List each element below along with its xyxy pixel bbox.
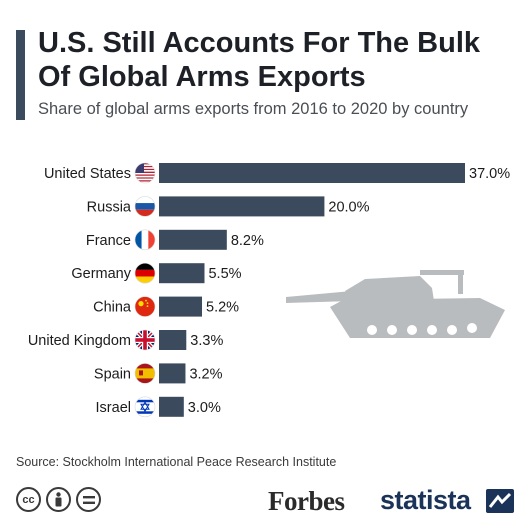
value-label: 20.0% <box>328 199 369 215</box>
value-label: 3.2% <box>189 366 222 382</box>
footer: cc Forbes statista <box>0 482 529 522</box>
bar-row-russia: Russia 20.0% <box>87 196 370 217</box>
bar-row-united-states: United States 37.0% <box>44 162 510 184</box>
uk-flag-icon <box>134 329 156 351</box>
tank-illustration <box>286 270 505 338</box>
us-flag-icon <box>134 162 156 184</box>
category-label: France <box>86 233 131 249</box>
value-label: 8.2% <box>231 233 264 249</box>
bar-row-spain: Spain 3.2% <box>94 363 223 384</box>
category-label: United States <box>44 166 131 182</box>
category-label: United Kingdom <box>28 333 131 349</box>
bar-row-germany: Germany 5.5% <box>71 262 242 284</box>
forbes-logo[interactable]: Forbes <box>268 486 345 516</box>
bar-row-france: France 8.2% <box>86 229 264 251</box>
bar <box>159 296 203 317</box>
bar-row-united-kingdom: United Kingdom 3.3% <box>28 329 223 351</box>
statista-mark-icon <box>486 489 514 513</box>
france-flag-icon <box>134 229 156 251</box>
source-note: Source: Stockholm International Peace Re… <box>16 455 337 469</box>
value-label: 5.2% <box>206 300 239 316</box>
bar <box>159 263 205 284</box>
chart-subtitle: Share of global arms exports from 2016 t… <box>38 100 469 118</box>
value-label: 5.5% <box>208 266 241 282</box>
china-flag-icon <box>134 296 156 317</box>
spain-flag-icon <box>134 363 156 384</box>
russia-flag-icon <box>134 196 156 217</box>
bar <box>159 363 186 384</box>
category-label: Germany <box>71 266 131 282</box>
license-icons: cc <box>16 487 101 512</box>
bar <box>159 196 325 217</box>
bar <box>159 330 187 350</box>
value-label: 37.0% <box>469 166 510 182</box>
title-accent-bar <box>16 30 25 120</box>
germany-flag-icon <box>134 262 156 284</box>
category-label: Israel <box>96 400 131 416</box>
category-label: Russia <box>87 199 132 215</box>
bar-row-china: China 5.2% <box>93 296 239 317</box>
bar <box>159 229 227 250</box>
value-label: 3.3% <box>190 333 223 349</box>
bar-row-israel: Israel 3.0% <box>96 396 221 418</box>
israel-flag-icon <box>134 396 156 418</box>
category-label: China <box>93 300 132 316</box>
bar-chart: United States 37.0% Russia 20.0% France 8.2% G… <box>28 162 510 418</box>
bar <box>159 163 465 183</box>
bar <box>159 396 184 417</box>
statista-logo[interactable]: statista <box>380 485 471 515</box>
cc-icon[interactable]: cc <box>16 487 41 512</box>
chart-title: U.S. Still Accounts For The Bulk Of Glob… <box>38 27 481 93</box>
category-label: Spain <box>94 366 131 382</box>
no-derivatives-icon[interactable] <box>76 487 101 512</box>
value-label: 3.0% <box>188 400 221 416</box>
attribution-icon[interactable] <box>46 487 71 512</box>
